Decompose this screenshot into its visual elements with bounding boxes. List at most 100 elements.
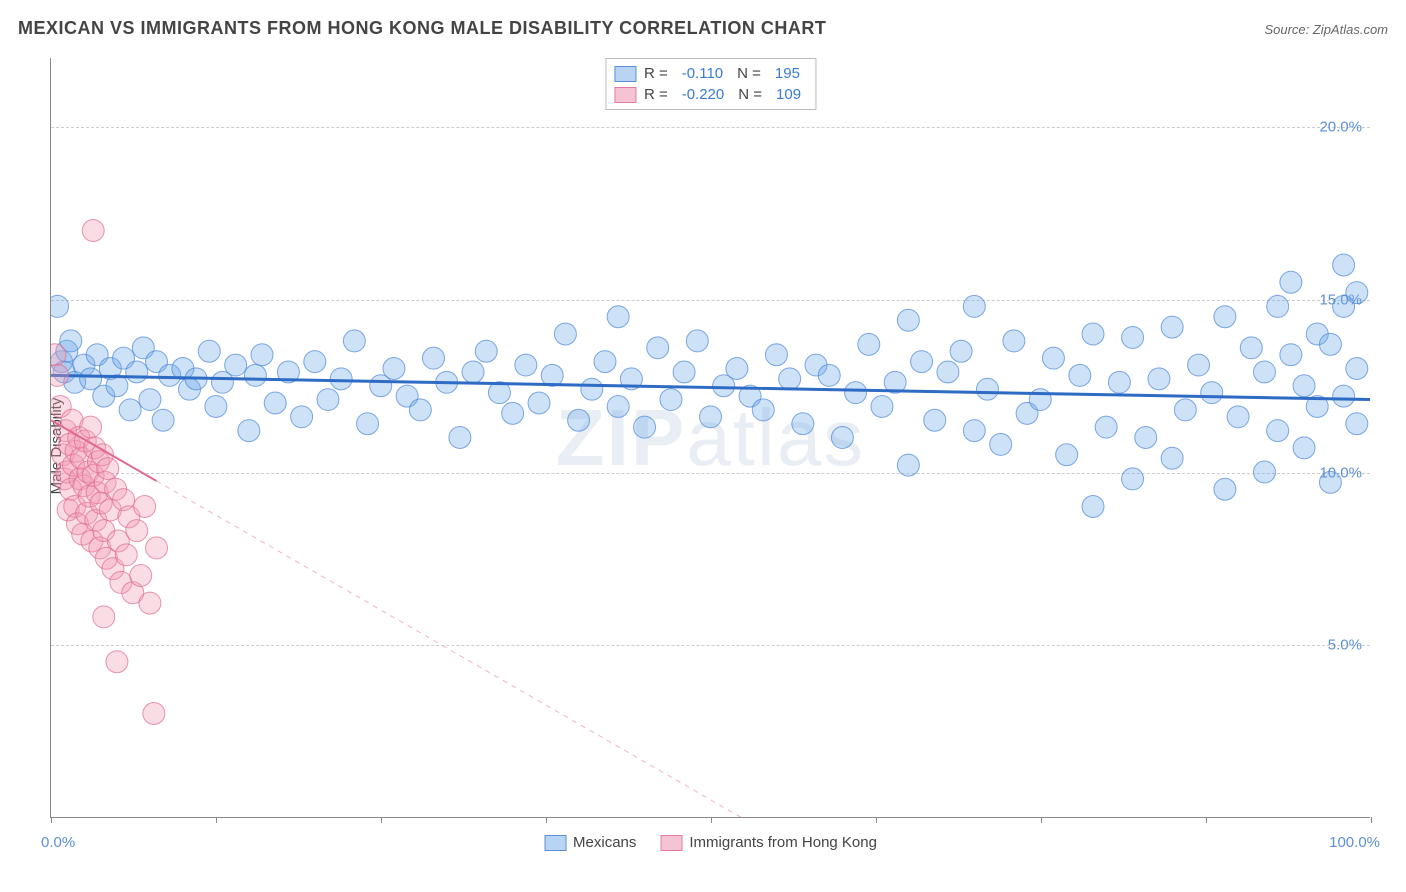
r-label-1: R =	[644, 86, 668, 103]
data-point-mexicans	[634, 416, 656, 438]
stats-row-1: R = -0.220 N = 109	[614, 84, 807, 105]
data-point-mexicans	[554, 323, 576, 345]
n-label-1: N =	[738, 86, 762, 103]
data-point-mexicans	[924, 409, 946, 431]
stats-row-0: R = -0.110 N = 195	[614, 63, 807, 84]
data-point-mexicans	[1148, 368, 1170, 390]
x-tick	[1206, 817, 1207, 823]
data-point-mexicans	[152, 409, 174, 431]
data-point-mexicans	[1056, 444, 1078, 466]
data-point-hong_kong	[146, 537, 168, 559]
data-point-mexicans	[673, 361, 695, 383]
data-point-mexicans	[1214, 306, 1236, 328]
data-point-mexicans	[686, 330, 708, 352]
x-axis-max-label: 100.0%	[1329, 834, 1380, 851]
data-point-mexicans	[858, 333, 880, 355]
data-point-mexicans	[700, 406, 722, 428]
data-point-mexicans	[990, 433, 1012, 455]
data-point-mexicans	[475, 340, 497, 362]
data-point-mexicans	[607, 395, 629, 417]
data-point-mexicans	[897, 454, 919, 476]
stats-legend: R = -0.110 N = 195 R = -0.220 N = 109	[605, 58, 816, 110]
x-tick	[381, 817, 382, 823]
source-attribution: Source: ZipAtlas.com	[1264, 22, 1388, 37]
x-tick	[711, 817, 712, 823]
data-point-mexicans	[291, 406, 313, 428]
r-label-0: R =	[644, 65, 668, 82]
data-point-mexicans	[1346, 413, 1368, 435]
data-point-mexicans	[1280, 344, 1302, 366]
n-value-0: 195	[775, 65, 800, 82]
data-point-hong_kong	[134, 496, 156, 518]
data-point-mexicans	[198, 340, 220, 362]
data-point-mexicans	[225, 354, 247, 376]
data-point-hong_kong	[115, 544, 137, 566]
data-point-mexicans	[1201, 382, 1223, 404]
r-value-1: -0.220	[682, 86, 725, 103]
data-point-mexicans	[1029, 389, 1051, 411]
data-point-mexicans	[660, 389, 682, 411]
legend-label-1: Immigrants from Hong Kong	[689, 834, 877, 851]
data-point-mexicans	[1346, 282, 1368, 304]
data-point-mexicans	[1319, 471, 1341, 493]
n-value-1: 109	[776, 86, 801, 103]
data-point-mexicans	[845, 382, 867, 404]
data-point-mexicans	[607, 306, 629, 328]
x-tick	[1371, 817, 1372, 823]
data-point-mexicans	[1108, 371, 1130, 393]
data-point-mexicans	[976, 378, 998, 400]
data-point-mexicans	[818, 364, 840, 386]
data-point-mexicans	[462, 361, 484, 383]
chart-svg	[51, 58, 1370, 817]
data-point-mexicans	[1135, 427, 1157, 449]
data-point-mexicans	[752, 399, 774, 421]
data-point-mexicans	[1069, 364, 1091, 386]
data-point-mexicans	[726, 358, 748, 380]
data-point-mexicans	[1082, 323, 1104, 345]
data-point-mexicans	[594, 351, 616, 373]
data-point-mexicans	[51, 295, 69, 317]
data-point-mexicans	[251, 344, 273, 366]
x-tick	[876, 817, 877, 823]
data-point-mexicans	[1227, 406, 1249, 428]
data-point-mexicans	[1267, 295, 1289, 317]
data-point-mexicans	[1214, 478, 1236, 500]
data-point-mexicans	[1240, 337, 1262, 359]
legend-label-0: Mexicans	[573, 834, 636, 851]
data-point-hong_kong	[139, 592, 161, 614]
data-point-mexicans	[126, 361, 148, 383]
data-point-hong_kong	[82, 220, 104, 242]
data-point-mexicans	[1333, 385, 1355, 407]
trend-line-extrapolated-hong_kong	[157, 481, 1370, 817]
data-point-mexicans	[1280, 271, 1302, 293]
data-point-mexicans	[792, 413, 814, 435]
chart-title: MEXICAN VS IMMIGRANTS FROM HONG KONG MAL…	[18, 18, 826, 39]
data-point-mexicans	[1319, 333, 1341, 355]
x-tick	[216, 817, 217, 823]
data-point-mexicans	[238, 420, 260, 442]
data-point-mexicans	[963, 295, 985, 317]
data-point-hong_kong	[97, 458, 119, 480]
data-point-mexicans	[568, 409, 590, 431]
data-point-mexicans	[581, 378, 603, 400]
data-point-mexicans	[383, 358, 405, 380]
data-point-mexicans	[1082, 496, 1104, 518]
data-point-hong_kong	[126, 520, 148, 542]
data-point-mexicans	[765, 344, 787, 366]
data-point-hong_kong	[80, 416, 102, 438]
data-point-hong_kong	[93, 606, 115, 628]
data-point-mexicans	[937, 361, 959, 383]
data-point-mexicans	[897, 309, 919, 331]
data-point-mexicans	[1346, 358, 1368, 380]
data-point-mexicans	[831, 427, 853, 449]
data-point-mexicans	[963, 420, 985, 442]
data-point-mexicans	[264, 392, 286, 414]
data-point-mexicans	[1267, 420, 1289, 442]
swatch-series-0	[614, 66, 636, 82]
data-point-mexicans	[871, 395, 893, 417]
data-point-mexicans	[205, 395, 227, 417]
data-point-mexicans	[1122, 468, 1144, 490]
data-point-mexicans	[1174, 399, 1196, 421]
data-point-hong_kong	[143, 703, 165, 725]
data-point-mexicans	[515, 354, 537, 376]
